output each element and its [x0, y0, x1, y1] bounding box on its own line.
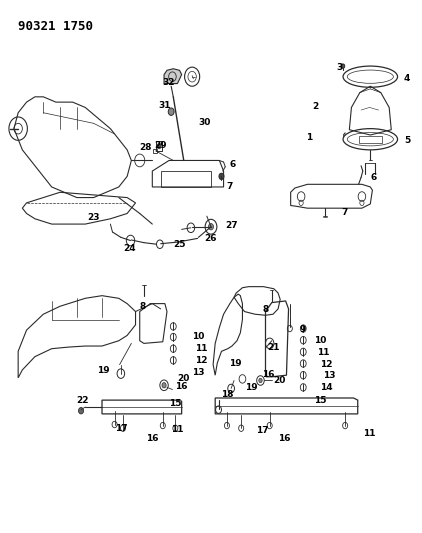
Text: 10: 10: [314, 336, 326, 345]
Text: 19: 19: [244, 383, 257, 392]
Text: 17: 17: [116, 424, 128, 433]
Text: 19: 19: [229, 359, 241, 367]
Text: 31: 31: [158, 101, 170, 110]
Circle shape: [208, 223, 214, 230]
Text: 17: 17: [256, 426, 268, 435]
Text: 2: 2: [312, 102, 319, 111]
Text: 20: 20: [273, 376, 285, 385]
Text: 21: 21: [268, 343, 280, 352]
Text: 15: 15: [314, 395, 326, 405]
Text: 8: 8: [140, 302, 146, 311]
Text: 25: 25: [173, 240, 186, 249]
Text: 24: 24: [123, 244, 135, 253]
Circle shape: [157, 143, 161, 149]
Text: 11: 11: [316, 348, 329, 357]
Text: 13: 13: [323, 371, 335, 380]
Text: 9: 9: [299, 325, 306, 334]
Text: 16: 16: [176, 382, 188, 391]
Circle shape: [341, 64, 345, 68]
Text: 26: 26: [204, 234, 217, 243]
Text: 6: 6: [229, 160, 235, 168]
Text: 12: 12: [320, 360, 333, 368]
Circle shape: [259, 378, 262, 383]
Text: 10: 10: [192, 332, 205, 341]
Text: 29: 29: [154, 141, 167, 150]
Text: 15: 15: [169, 399, 181, 408]
Text: 11: 11: [363, 429, 375, 438]
Text: 12: 12: [195, 356, 208, 365]
Text: 32: 32: [163, 78, 175, 87]
Text: 18: 18: [222, 390, 234, 399]
Text: 16: 16: [262, 370, 275, 379]
Text: 3: 3: [336, 63, 342, 72]
Text: 8: 8: [262, 305, 268, 314]
Circle shape: [162, 383, 166, 388]
Bar: [156, 141, 162, 151]
Text: 4: 4: [404, 74, 410, 83]
Text: 7: 7: [341, 208, 347, 217]
Text: 28: 28: [140, 143, 152, 152]
Text: 5: 5: [404, 136, 410, 145]
Text: 13: 13: [192, 368, 205, 377]
Text: 22: 22: [76, 395, 89, 405]
Text: 30: 30: [198, 118, 211, 127]
Bar: [153, 149, 157, 153]
Text: 1: 1: [306, 133, 312, 142]
Text: 14: 14: [320, 383, 333, 392]
Text: 11: 11: [195, 344, 208, 353]
Text: 16: 16: [278, 434, 291, 443]
Polygon shape: [164, 69, 181, 84]
Text: 20: 20: [178, 374, 190, 383]
Circle shape: [168, 108, 174, 115]
Text: 90321 1750: 90321 1750: [18, 20, 93, 33]
Text: 6: 6: [370, 173, 376, 182]
Text: 7: 7: [226, 182, 233, 191]
Circle shape: [78, 408, 84, 414]
Text: 19: 19: [97, 367, 110, 375]
Text: 11: 11: [171, 425, 184, 434]
Text: 27: 27: [225, 221, 238, 230]
Text: 16: 16: [146, 434, 159, 443]
Circle shape: [219, 173, 224, 180]
Text: 23: 23: [87, 213, 100, 222]
Bar: [359, 135, 382, 143]
Bar: [161, 171, 211, 187]
